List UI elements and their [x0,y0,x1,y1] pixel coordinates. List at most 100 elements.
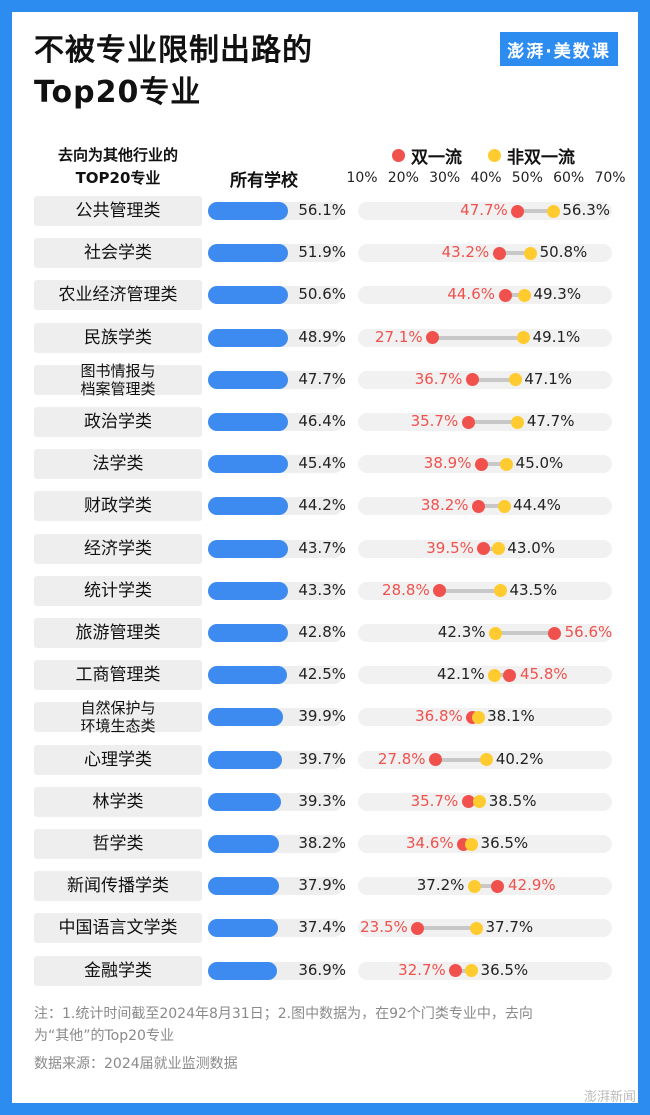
value-label-double-first-class: 36.8% [415,707,463,726]
value-label-double-first-class: 47.7% [460,201,508,219]
category-label: 农业经济管理类 [34,280,202,311]
value-label-double-first-class: 35.7% [410,791,459,810]
value-label-double-first-class: 32.7% [398,960,446,979]
point-double-first-class [461,415,475,429]
dumbbell-connector [417,926,477,931]
all-schools-value: 37.9% [298,876,346,895]
legend-series-b: 非双一流 [488,143,575,168]
point-non-double-first-class [480,753,494,767]
point-non-double-first-class [517,331,531,345]
major-column-header: 去向为其他行业的 TOP20专业 [34,144,202,190]
value-label-double-first-class: 44.6% [447,285,495,304]
all-schools-value: 50.6% [298,285,346,304]
footnote-line2: 为“其他”的Top20专业 [34,1028,174,1044]
value-label-double-first-class: 45.8% [519,665,568,684]
legend-dot-red [392,149,405,162]
dumbbell-connector [481,462,507,467]
legend-label-b: 非双一流 [507,148,575,168]
point-non-double-first-class [511,415,525,429]
point-double-first-class [461,795,475,809]
point-non-double-first-class [508,373,522,387]
point-non-double-first-class [491,542,505,556]
value-label-non-double-first-class: 56.3% [562,201,611,219]
x-tick-label: 20% [387,170,419,186]
all-schools-value: 36.9% [298,960,346,979]
category-label: 财政学类 [34,491,202,522]
point-double-first-class [477,542,491,556]
dumbbell-connector [439,588,501,593]
value-label-double-first-class: 36.7% [414,369,463,388]
category-label: 政治学类 [34,407,202,437]
point-double-first-class [472,499,486,513]
value-label-double-first-class: 35.7% [410,412,459,430]
all-schools-value: 56.1% [298,201,346,219]
point-double-first-class [449,964,463,978]
category-label: 工商管理类 [34,660,202,691]
brand-logo: 澎湃·美数课 [500,32,618,66]
all-schools-value: 38.2% [298,834,346,852]
all-schools-value: 39.9% [298,707,346,726]
category-label: 心理学类 [34,744,202,775]
legend-dot-yellow [488,149,501,162]
dumbbell-connector [505,293,525,298]
all-schools-value: 42.5% [298,665,346,684]
point-double-first-class [411,921,425,935]
major-column-header-line2: TOP20专业 [75,169,161,187]
legend-label-a: 双一流 [411,148,462,168]
value-label-double-first-class: 38.2% [420,496,469,515]
point-double-first-class [548,626,562,640]
point-non-double-first-class [473,795,487,809]
all-schools-bar [208,581,288,600]
point-double-first-class [465,373,479,387]
major-column-header-line1: 去向为其他行业的 [57,146,178,164]
x-tick-label: 10% [346,170,378,186]
dumbbell-connector [478,504,505,509]
all-schools-value: 37.4% [298,918,346,937]
category-label: 统计学类 [34,575,202,606]
dumbbell-track [358,961,612,980]
all-schools-bar [208,244,288,263]
all-schools-bar [208,624,288,642]
all-schools-value: 43.7% [298,538,346,557]
category-label: 自然保护与 环境生态类 [34,699,202,735]
all-schools-bar [208,750,283,769]
all-schools-value: 47.7% [298,369,346,388]
category-label: 社会学类 [34,238,202,269]
value-label-non-double-first-class: 47.1% [524,369,572,388]
all-schools-value: 45.4% [298,454,346,473]
value-label-double-first-class: 28.8% [382,580,430,599]
value-label-non-double-first-class: 45.0% [515,454,564,473]
dumbbell-track [358,708,612,727]
all-schools-bar [208,413,288,431]
dumbbell-connector [435,757,487,762]
legend-series-a: 双一流 [392,143,462,168]
all-schools-bar [208,919,278,938]
point-non-double-first-class [489,626,502,640]
all-schools-value: 51.9% [298,243,346,262]
point-double-first-class [492,246,506,260]
all-schools-value: 42.8% [298,623,346,641]
category-label: 新闻传播学类 [34,871,202,902]
all-schools-bar [208,370,288,389]
footnote-line1: 注：1.统计时间截至2024年8月31日；2.图中数据为，在92个门类专业中，去… [34,1006,533,1022]
point-double-first-class [503,668,517,682]
value-label-non-double-first-class: 36.5% [480,834,529,852]
point-double-first-class [426,331,440,345]
dumbbell-track [358,244,612,263]
x-tick-label: 40% [470,170,502,186]
all-schools-bar [208,961,277,980]
value-label-double-first-class: 27.1% [375,327,423,346]
point-non-double-first-class [524,246,538,260]
value-label-non-double-first-class: 40.2% [495,749,544,768]
point-non-double-first-class [493,584,507,598]
dumbbell-track [358,666,612,685]
point-non-double-first-class [488,668,502,682]
value-label-non-double-first-class: 42.1% [437,665,485,684]
x-tick-label: 70% [594,170,626,186]
point-non-double-first-class [465,964,479,978]
dumbbell-connector [499,251,531,256]
x-tick-label: 50% [511,170,543,186]
value-label-non-double-first-class: 43.0% [507,538,556,557]
dumbbell-track [358,835,612,853]
dumbbell-connector [474,884,498,889]
